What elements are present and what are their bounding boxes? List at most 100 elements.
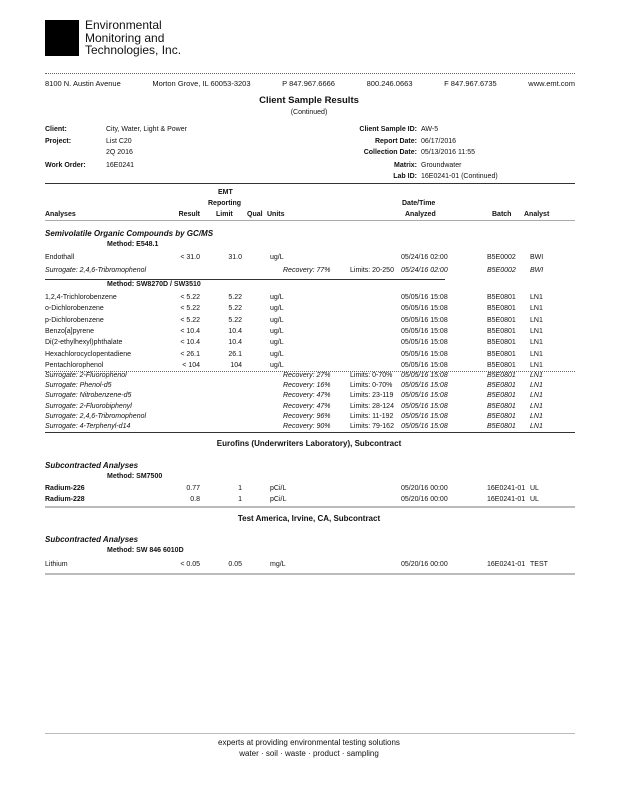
analyst: UL	[530, 495, 539, 503]
batch: B5E0801	[487, 339, 516, 347]
analyte-name: Radium-226	[45, 485, 85, 492]
col-analyses: Analyses	[45, 211, 76, 218]
method-label: Method: SW8270D / SW3510	[107, 281, 201, 288]
analyst: BWI	[530, 267, 544, 274]
units: ug/L	[270, 350, 284, 358]
date-analyzed: 05/05/16 15:08	[401, 294, 448, 301]
info-label: Client Sample ID:	[359, 126, 417, 133]
result-value: < 26.1	[180, 350, 200, 358]
surrogate-name: Surrogate: 2-Fluorobiphenyl	[45, 402, 132, 410]
analyte-name: Benzo[a]pyrene	[45, 327, 95, 335]
address-bar: 8100 N. Austin Avenue Morton Grove, IL 6…	[45, 79, 575, 88]
units: pCi/L	[270, 485, 287, 492]
divider	[45, 73, 575, 74]
date-analyzed: 05/05/16 15:08	[401, 316, 448, 324]
company-name: Environmental Monitoring and Technologie…	[85, 19, 181, 57]
date-analyzed: 05/05/16 15:08	[401, 392, 448, 400]
units: ug/L	[270, 254, 284, 261]
analyst: TEST	[530, 561, 548, 568]
batch: B5E0801	[487, 316, 516, 324]
analyst: LN1	[530, 412, 543, 420]
divider	[45, 506, 575, 508]
surrogate-name: Surrogate: Phenol-d5	[45, 382, 112, 390]
batch: B5E0801	[487, 423, 516, 430]
batch: B5E0801	[487, 372, 516, 379]
info-value: 16E0241-01 (Continued)	[421, 173, 498, 180]
info-value: Groundwater	[421, 162, 462, 169]
batch: 16E0241-01	[487, 561, 526, 568]
result-value: < 5.22	[180, 294, 200, 301]
reporting-limit: 5.22	[228, 294, 242, 301]
limits: Limits: 0-70%	[350, 372, 393, 379]
analyte-name: Hexachlorocyclopentadiene	[45, 350, 131, 358]
units: ug/L	[270, 327, 284, 335]
address-web: www.emt.com	[528, 79, 575, 88]
info-label: Work Order:	[45, 162, 86, 169]
surrogate-name: Surrogate: 2-Fluorophenol	[45, 372, 127, 379]
subcontract-title: Eurofins (Underwriters Laboratory), Subc…	[216, 439, 402, 448]
info-value: 05/13/2016 11:55	[421, 149, 475, 156]
analyst: BWI	[530, 254, 544, 261]
col-datetime-line1: Date/Time	[402, 200, 436, 207]
units: ug/L	[270, 305, 284, 313]
info-value: 2Q 2016	[106, 149, 133, 156]
address-fax: F 847.967.6735	[444, 79, 497, 88]
method-label: Method: SM7500	[107, 473, 163, 480]
date-analyzed: 05/05/16 15:08	[401, 423, 448, 430]
units: pCi/L	[270, 495, 287, 503]
analyte-name: o-Dichlorobenzene	[45, 305, 104, 313]
analyst: LN1	[530, 382, 543, 390]
recovery: Recovery: 47%	[283, 402, 331, 410]
date-analyzed: 05/05/16 15:08	[401, 305, 448, 313]
surrogate-name: Surrogate: Nitrobenzene-d5	[45, 392, 132, 400]
analyst: LN1	[530, 372, 543, 379]
analyte-name: p-Dichlorobenzene	[45, 316, 104, 324]
analyte-name: Pentachlorophenol	[45, 361, 104, 369]
footer-services: water · soil · waste · product · samplin…	[239, 749, 379, 758]
date-analyzed: 05/05/16 15:08	[401, 412, 448, 420]
limits: Limits: 20-250	[350, 267, 394, 274]
recovery: Recovery: 16%	[283, 382, 331, 390]
recovery: Recovery: 77%	[283, 267, 331, 274]
analyst: LN1	[530, 294, 543, 301]
batch: B5E0801	[487, 412, 516, 420]
company-name-line: Technologies, Inc.	[85, 43, 182, 57]
divider	[45, 220, 575, 221]
result-value: < 0.05	[180, 561, 200, 568]
divider	[45, 183, 575, 184]
reporting-limit: 10.4	[228, 339, 242, 347]
section-title: Semivolatile Organic Compounds by GC/MS	[45, 229, 214, 238]
report-title: Client Sample Results	[259, 95, 359, 106]
result-value: < 31.0	[180, 254, 200, 261]
reporting-limit: 1	[238, 485, 242, 492]
info-label: Project:	[45, 138, 72, 145]
date-analyzed: 05/20/16 00:00	[401, 485, 448, 492]
date-analyzed: 05/05/16 15:08	[401, 382, 448, 390]
info-label: Matrix:	[394, 162, 417, 169]
recovery: Recovery: 90%	[283, 423, 331, 430]
surrogate-name: Surrogate: 2,4,6-Tribromophenol	[45, 412, 147, 420]
result-value: < 5.22	[180, 305, 200, 313]
analyst: LN1	[530, 350, 543, 358]
recovery: Recovery: 47%	[283, 392, 331, 400]
batch: B5E0801	[487, 361, 516, 369]
address-tollfree: 800.246.0663	[366, 79, 413, 88]
analyst: LN1	[530, 316, 543, 324]
analyst: LN1	[530, 392, 543, 400]
info-value: AW-5	[421, 126, 439, 133]
reporting-limit: 1	[238, 495, 242, 503]
batch: B5E0801	[487, 392, 516, 400]
date-analyzed: 05/05/16 15:08	[401, 339, 448, 347]
surrogate-name: Surrogate: 2,4,6-Tribromophenol	[45, 267, 147, 274]
surrogate-name: Surrogate: 4-Terphenyl-d14	[45, 423, 131, 430]
info-value: 06/17/2016	[421, 138, 457, 145]
batch: B5E0002	[487, 267, 516, 274]
col-result: Result	[178, 211, 200, 218]
divider	[45, 279, 445, 280]
reporting-limit: 5.22	[228, 305, 242, 313]
divider	[45, 432, 575, 433]
col-units: Units	[267, 211, 285, 218]
limits: Limits: 0-70%	[350, 382, 393, 390]
col-qual: Qual	[247, 211, 263, 218]
